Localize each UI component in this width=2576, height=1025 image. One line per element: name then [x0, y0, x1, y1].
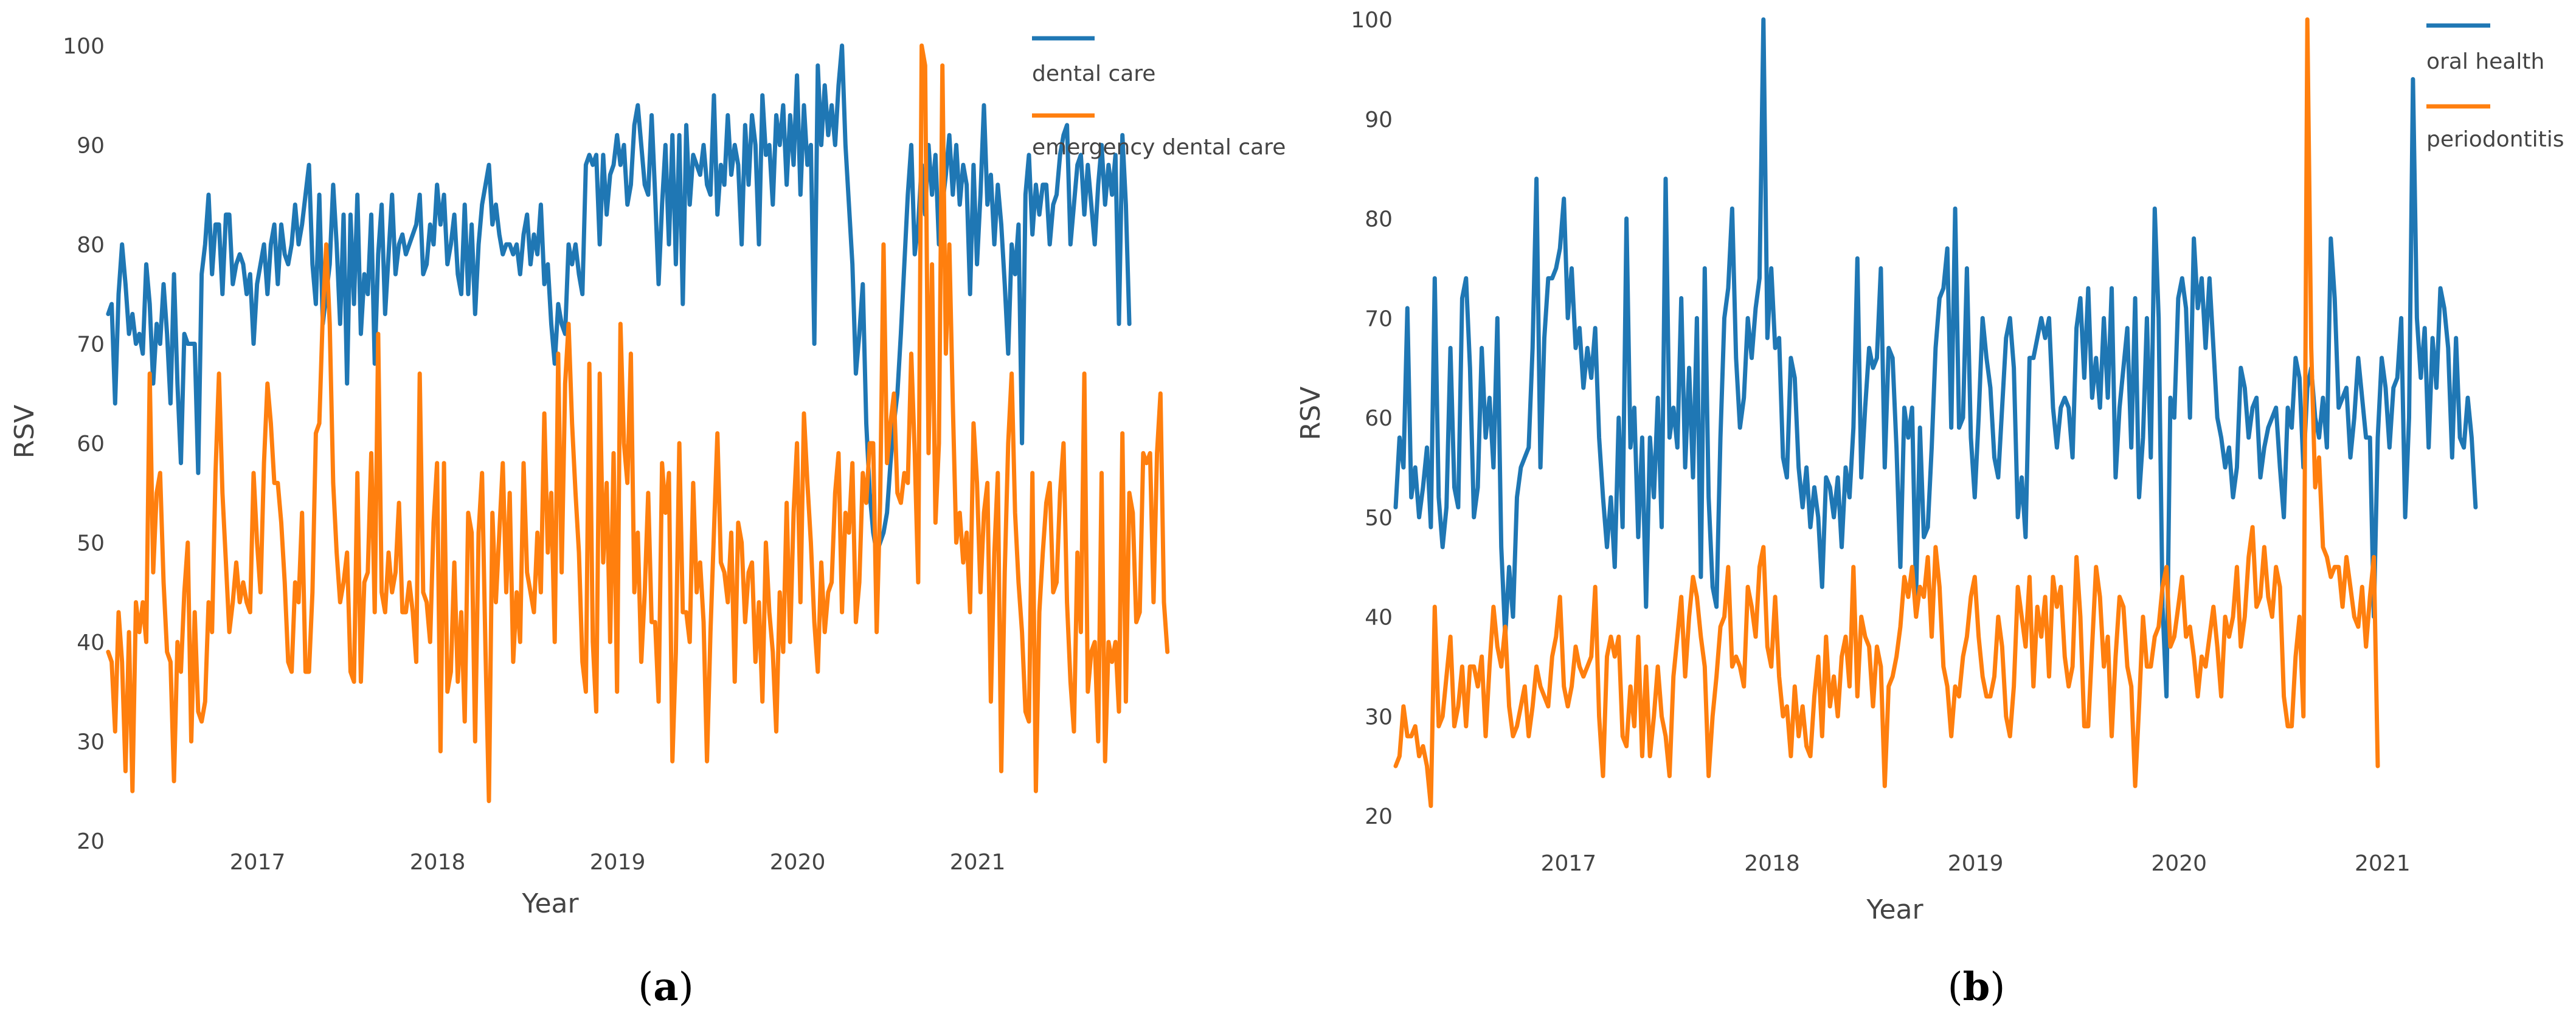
panel-a-y-tick-70: 70 — [77, 333, 105, 357]
panel-b-y-tick-100: 100 — [1351, 8, 1393, 33]
panel-a-x-tick-2018: 2018 — [410, 850, 466, 875]
panel-a-line-dental-care — [106, 43, 1132, 555]
panel-b-x-tick-2021: 2021 — [2355, 851, 2411, 876]
panel-b-y-tick-80: 80 — [1365, 207, 1393, 232]
panel-a-y-tick-90: 90 — [77, 134, 105, 159]
panel-b-legend-label-oral-health: oral health — [2426, 49, 2544, 74]
panel-a-y-tick-labels: 20 30 40 50 60 70 80 90 100 — [63, 34, 105, 854]
panel-a-x-axis-title: Year — [521, 888, 579, 919]
panel-a-line-emergency-dental-care — [106, 43, 1170, 804]
panel-b-x-axis-title: Year — [1866, 894, 1923, 925]
panel-b-x-tick-labels: 2017 2018 2019 2020 2021 — [1541, 851, 2411, 876]
panel-b: 20 30 40 50 60 70 80 90 100 2017 2018 2019 2020 2021… — [1295, 8, 2564, 1010]
panel-a-legend-label-emergency-dental-care: emergency dental care — [1032, 135, 1286, 160]
panel-a-x-tick-2020: 2020 — [770, 850, 826, 875]
panel-a-y-tick-30: 30 — [77, 730, 105, 755]
panel-b-y-tick-60: 60 — [1365, 406, 1393, 431]
panel-b-legend-label-periodontitis: periodontitis — [2426, 127, 2564, 152]
panel-b-y-tick-20: 20 — [1365, 804, 1393, 829]
panel-b-label: (b) — [1948, 964, 2006, 1010]
panel-a: 20 30 40 50 60 70 80 90 100 2017 2018 2019 2020 2021… — [9, 34, 1286, 1010]
panel-b-y-tick-50: 50 — [1365, 506, 1393, 531]
panel-b-letter: b — [1963, 964, 1990, 1010]
panel-a-y-axis-title: RSV — [9, 405, 40, 459]
panel-a-x-tick-labels: 2017 2018 2019 2020 2021 — [230, 850, 1006, 875]
panel-b-x-tick-2019: 2019 — [1948, 851, 2004, 876]
panel-b-line-periodontitis — [1393, 17, 2380, 809]
panel-b-series-lines — [1393, 17, 2478, 809]
panel-a-x-tick-2021: 2021 — [950, 850, 1006, 875]
panel-b-line-oral-health — [1393, 17, 2478, 699]
panel-b-y-tick-90: 90 — [1365, 108, 1393, 133]
panel-b-y-tick-40: 40 — [1365, 606, 1393, 630]
panel-a-y-tick-20: 20 — [77, 829, 105, 854]
panel-b-x-tick-2020: 2020 — [2151, 851, 2207, 876]
panel-a-y-tick-60: 60 — [77, 432, 105, 457]
panel-b-y-tick-70: 70 — [1365, 306, 1393, 331]
panel-b-y-tick-30: 30 — [1365, 705, 1393, 730]
panel-a-series-lines — [106, 43, 1170, 804]
panel-a-y-tick-40: 40 — [77, 630, 105, 655]
panel-b-x-tick-2018: 2018 — [1744, 851, 1800, 876]
panel-b-y-axis-title: RSV — [1295, 387, 1326, 441]
panel-b-y-tick-labels: 20 30 40 50 60 70 80 90 100 — [1351, 8, 1393, 829]
panel-a-x-tick-2017: 2017 — [230, 850, 286, 875]
panel-b-x-tick-2017: 2017 — [1541, 851, 1597, 876]
panel-a-y-tick-50: 50 — [77, 531, 105, 556]
panel-a-x-tick-2019: 2019 — [590, 850, 646, 875]
panel-a-y-tick-80: 80 — [77, 233, 105, 258]
panel-a-y-tick-100: 100 — [63, 34, 105, 59]
panel-a-legend-label-dental-care: dental care — [1032, 61, 1155, 86]
panel-a-label: (a) — [638, 964, 693, 1010]
panel-a-letter: a — [653, 964, 678, 1010]
